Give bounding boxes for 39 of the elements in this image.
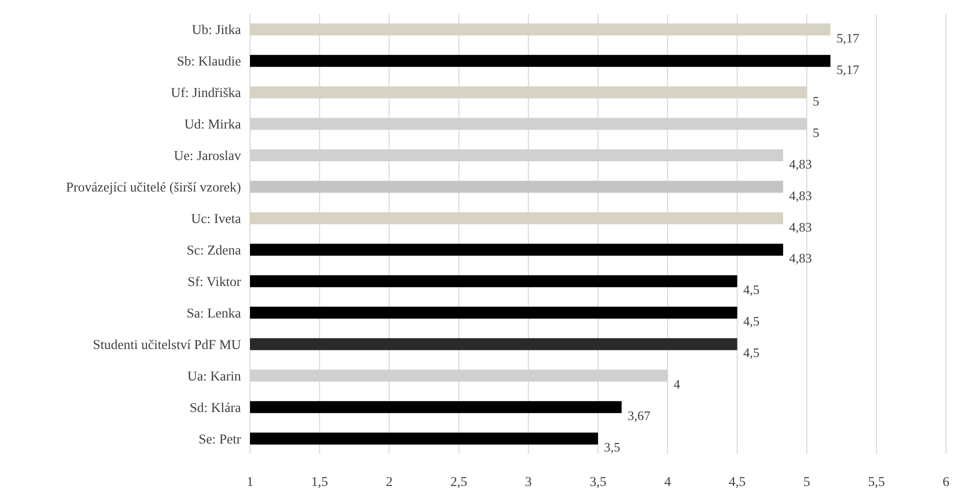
data-label: 5,17: [836, 30, 860, 46]
x-tick-label: 4,5: [728, 474, 746, 489]
data-label: 4,5: [743, 314, 760, 329]
data-label: 5: [812, 93, 820, 108]
y-tick-label: Uf: Jindřiška: [170, 85, 241, 100]
y-tick-label: Provázející učitelé (širší vzorek): [66, 180, 241, 195]
data-label: 4,5: [743, 282, 760, 298]
x-tick-label: 6: [942, 474, 950, 489]
y-tick-label: Sb: Klaudie: [176, 54, 241, 69]
x-tick-label: 4: [664, 474, 672, 489]
data-label: 4,83: [789, 219, 812, 234]
y-tick-label: Sc: Zdena: [186, 242, 242, 258]
x-tick-label: 5: [803, 474, 810, 489]
x-tick-label: 2: [386, 474, 393, 489]
x-tick-label: 3,5: [590, 474, 607, 489]
data-label: 3,5: [604, 440, 620, 455]
y-tick-label: Se: Petr: [198, 431, 242, 446]
y-tick-label: Ub: Jitka: [192, 22, 242, 38]
x-tick-label: 1,5: [311, 474, 328, 489]
y-tick-label: Uc: Iveta: [191, 210, 241, 226]
y-tick-label: Studenti učitelství PdF MU: [92, 336, 242, 352]
data-label: 4,5: [743, 345, 760, 360]
x-tick-label: 3: [525, 474, 532, 489]
y-tick-label: Sa: Lenka: [186, 305, 242, 320]
x-tick-label: 5,5: [868, 474, 886, 489]
data-label: 5: [812, 124, 820, 140]
data-label: 3,67: [628, 408, 651, 424]
y-tick-label: Sd: Klára: [190, 400, 241, 415]
x-tick-label: 1: [246, 474, 254, 489]
data-label: 4,83: [789, 156, 812, 172]
data-label: 4: [674, 376, 681, 392]
data-label: 5,17: [836, 62, 860, 77]
x-tick-label: 2,5: [450, 474, 468, 489]
y-tick-label: Ua: Karin: [187, 368, 242, 384]
data-label: 4,83: [789, 188, 812, 203]
y-tick-label: Ud: Mirka: [184, 116, 241, 132]
data-label: 4,83: [789, 250, 812, 266]
y-tick-label: Sf: Viktor: [188, 274, 242, 289]
y-tick-label: Ue: Jaroslav: [174, 148, 242, 164]
